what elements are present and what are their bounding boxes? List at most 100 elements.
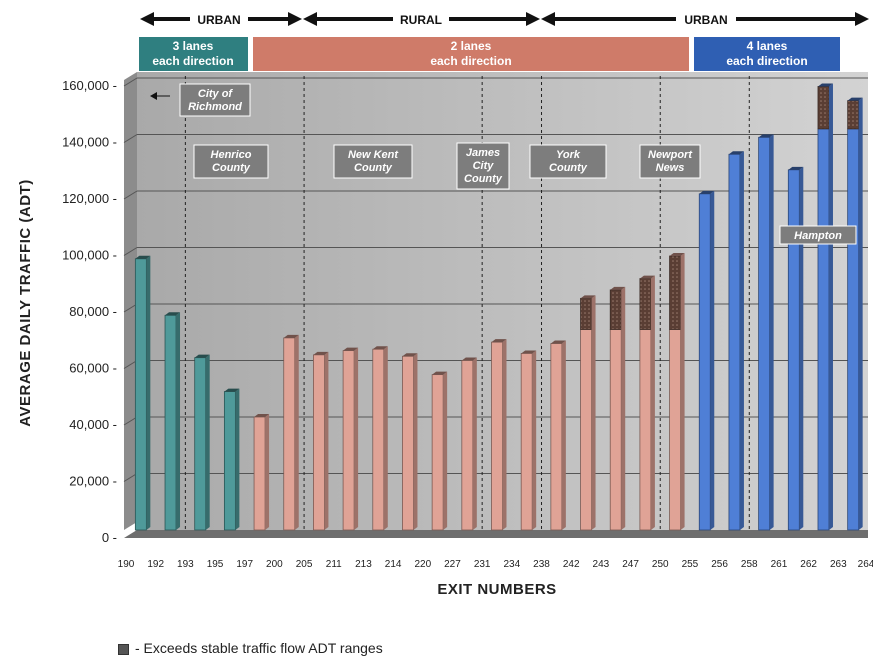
bar-top bbox=[699, 190, 715, 194]
bar-exceeds bbox=[580, 297, 592, 330]
bar-side bbox=[650, 275, 655, 530]
bar-side bbox=[739, 151, 744, 530]
gridline-side bbox=[123, 473, 138, 482]
bar-exit-193 bbox=[194, 354, 210, 531]
bar-top bbox=[135, 255, 151, 259]
zone-label-urban-west: URBAN bbox=[197, 13, 240, 27]
bar-exit-190 bbox=[134, 255, 151, 531]
bar-top bbox=[224, 388, 240, 392]
bar-side bbox=[621, 286, 626, 530]
bar-stable bbox=[223, 391, 236, 531]
lane-band-4-line2: each direction bbox=[726, 54, 807, 68]
bar-exceeds bbox=[609, 289, 622, 330]
bar-top bbox=[521, 350, 537, 354]
bar-side bbox=[680, 252, 685, 530]
county-label-line: News bbox=[656, 162, 685, 174]
lane-band-2-line2: each direction bbox=[430, 54, 511, 68]
bar-exceeds bbox=[847, 100, 860, 130]
county-new-kent: New Kent County bbox=[333, 144, 413, 179]
bar-top bbox=[432, 371, 448, 375]
bar-top bbox=[817, 83, 833, 87]
bar-exit-250 bbox=[669, 252, 685, 531]
bar-exit-227 bbox=[461, 357, 477, 531]
x-tick-label: 192 bbox=[147, 559, 164, 570]
bar-top bbox=[461, 357, 477, 361]
x-tick-label: 250 bbox=[652, 559, 669, 570]
bar-exit-247 bbox=[639, 275, 655, 531]
bar-stable bbox=[787, 169, 800, 531]
bar-stable bbox=[491, 341, 503, 531]
bar-side bbox=[294, 334, 299, 530]
x-tick-label: 261 bbox=[771, 559, 788, 570]
bar-exit-258 bbox=[758, 134, 774, 531]
county-label-line: City of bbox=[198, 88, 234, 100]
bar-exit-238 bbox=[550, 340, 566, 531]
bar-side bbox=[502, 339, 507, 530]
bar-top bbox=[402, 353, 418, 357]
bar-stable bbox=[520, 353, 533, 531]
bar-side bbox=[235, 388, 240, 530]
bar-top bbox=[788, 166, 804, 170]
bar-stable bbox=[609, 329, 622, 531]
y-tick-label: 160,000 - bbox=[62, 78, 117, 93]
bar-side bbox=[532, 350, 537, 530]
x-tick-label: 200 bbox=[266, 559, 283, 570]
bar-stable bbox=[402, 355, 414, 531]
bar-exit-262 bbox=[817, 83, 833, 531]
bar-exit-213 bbox=[372, 346, 388, 531]
bar-stable bbox=[728, 153, 741, 531]
x-tick-label: 195 bbox=[207, 559, 224, 570]
gridline-side bbox=[123, 134, 138, 143]
bar-side bbox=[324, 351, 329, 530]
x-tick-label: 213 bbox=[355, 559, 372, 570]
plot-side-wall bbox=[124, 72, 137, 530]
x-tick-label: 264 bbox=[858, 559, 873, 570]
bar-top bbox=[669, 252, 685, 256]
county-label-line: James bbox=[466, 147, 500, 159]
lane-band-4-line1: 4 lanes bbox=[747, 39, 788, 53]
gridline-side bbox=[123, 247, 138, 256]
bar-side bbox=[591, 295, 596, 530]
county-label-line: Henrico bbox=[211, 149, 252, 161]
bar-exit-231 bbox=[491, 339, 507, 531]
bar-stable bbox=[817, 128, 830, 531]
bar-exit-256 bbox=[728, 151, 744, 531]
x-tick-label: 247 bbox=[622, 559, 639, 570]
bar-top bbox=[610, 286, 626, 290]
y-tick-label: 100,000 - bbox=[62, 248, 117, 263]
bar-exit-242 bbox=[580, 295, 596, 531]
lane-band-4 bbox=[694, 37, 840, 71]
bar-side bbox=[413, 353, 418, 530]
county-label-line: Newport bbox=[648, 149, 693, 161]
x-tick-label: 190 bbox=[118, 559, 135, 570]
bar-side bbox=[472, 357, 477, 530]
county-hampton: Hampton bbox=[779, 225, 857, 245]
bar-stable bbox=[372, 348, 385, 531]
x-tick-label: 211 bbox=[326, 559, 342, 570]
x-axis-title: EXIT NUMBERS bbox=[437, 581, 556, 598]
bar-exit-205 bbox=[313, 351, 329, 531]
bar-side bbox=[443, 371, 448, 530]
bar-exit-211 bbox=[342, 347, 359, 531]
lane-bands: 3 lanes each direction 2 lanes each dire… bbox=[139, 37, 840, 71]
bar-top bbox=[194, 354, 210, 358]
bar-stable bbox=[431, 374, 444, 531]
bar-side bbox=[561, 340, 566, 530]
gridline-side bbox=[123, 303, 138, 313]
bar-exceeds bbox=[669, 255, 681, 330]
x-tick-label: 220 bbox=[414, 559, 431, 570]
bar-top bbox=[254, 414, 270, 417]
lane-band-3 bbox=[139, 37, 248, 71]
zone-label-rural: RURAL bbox=[400, 13, 442, 27]
zone-label-urban-east: URBAN bbox=[684, 13, 727, 27]
bar-top bbox=[847, 97, 863, 101]
bar-stable bbox=[639, 329, 652, 531]
x-tick-label: 231 bbox=[474, 559, 491, 570]
bar-top bbox=[728, 151, 744, 155]
bar-stable bbox=[669, 329, 681, 531]
bar-stable bbox=[698, 193, 711, 531]
x-tick-label: 197 bbox=[236, 559, 253, 570]
bar-exit-234 bbox=[520, 350, 537, 531]
bar-side bbox=[354, 347, 359, 530]
